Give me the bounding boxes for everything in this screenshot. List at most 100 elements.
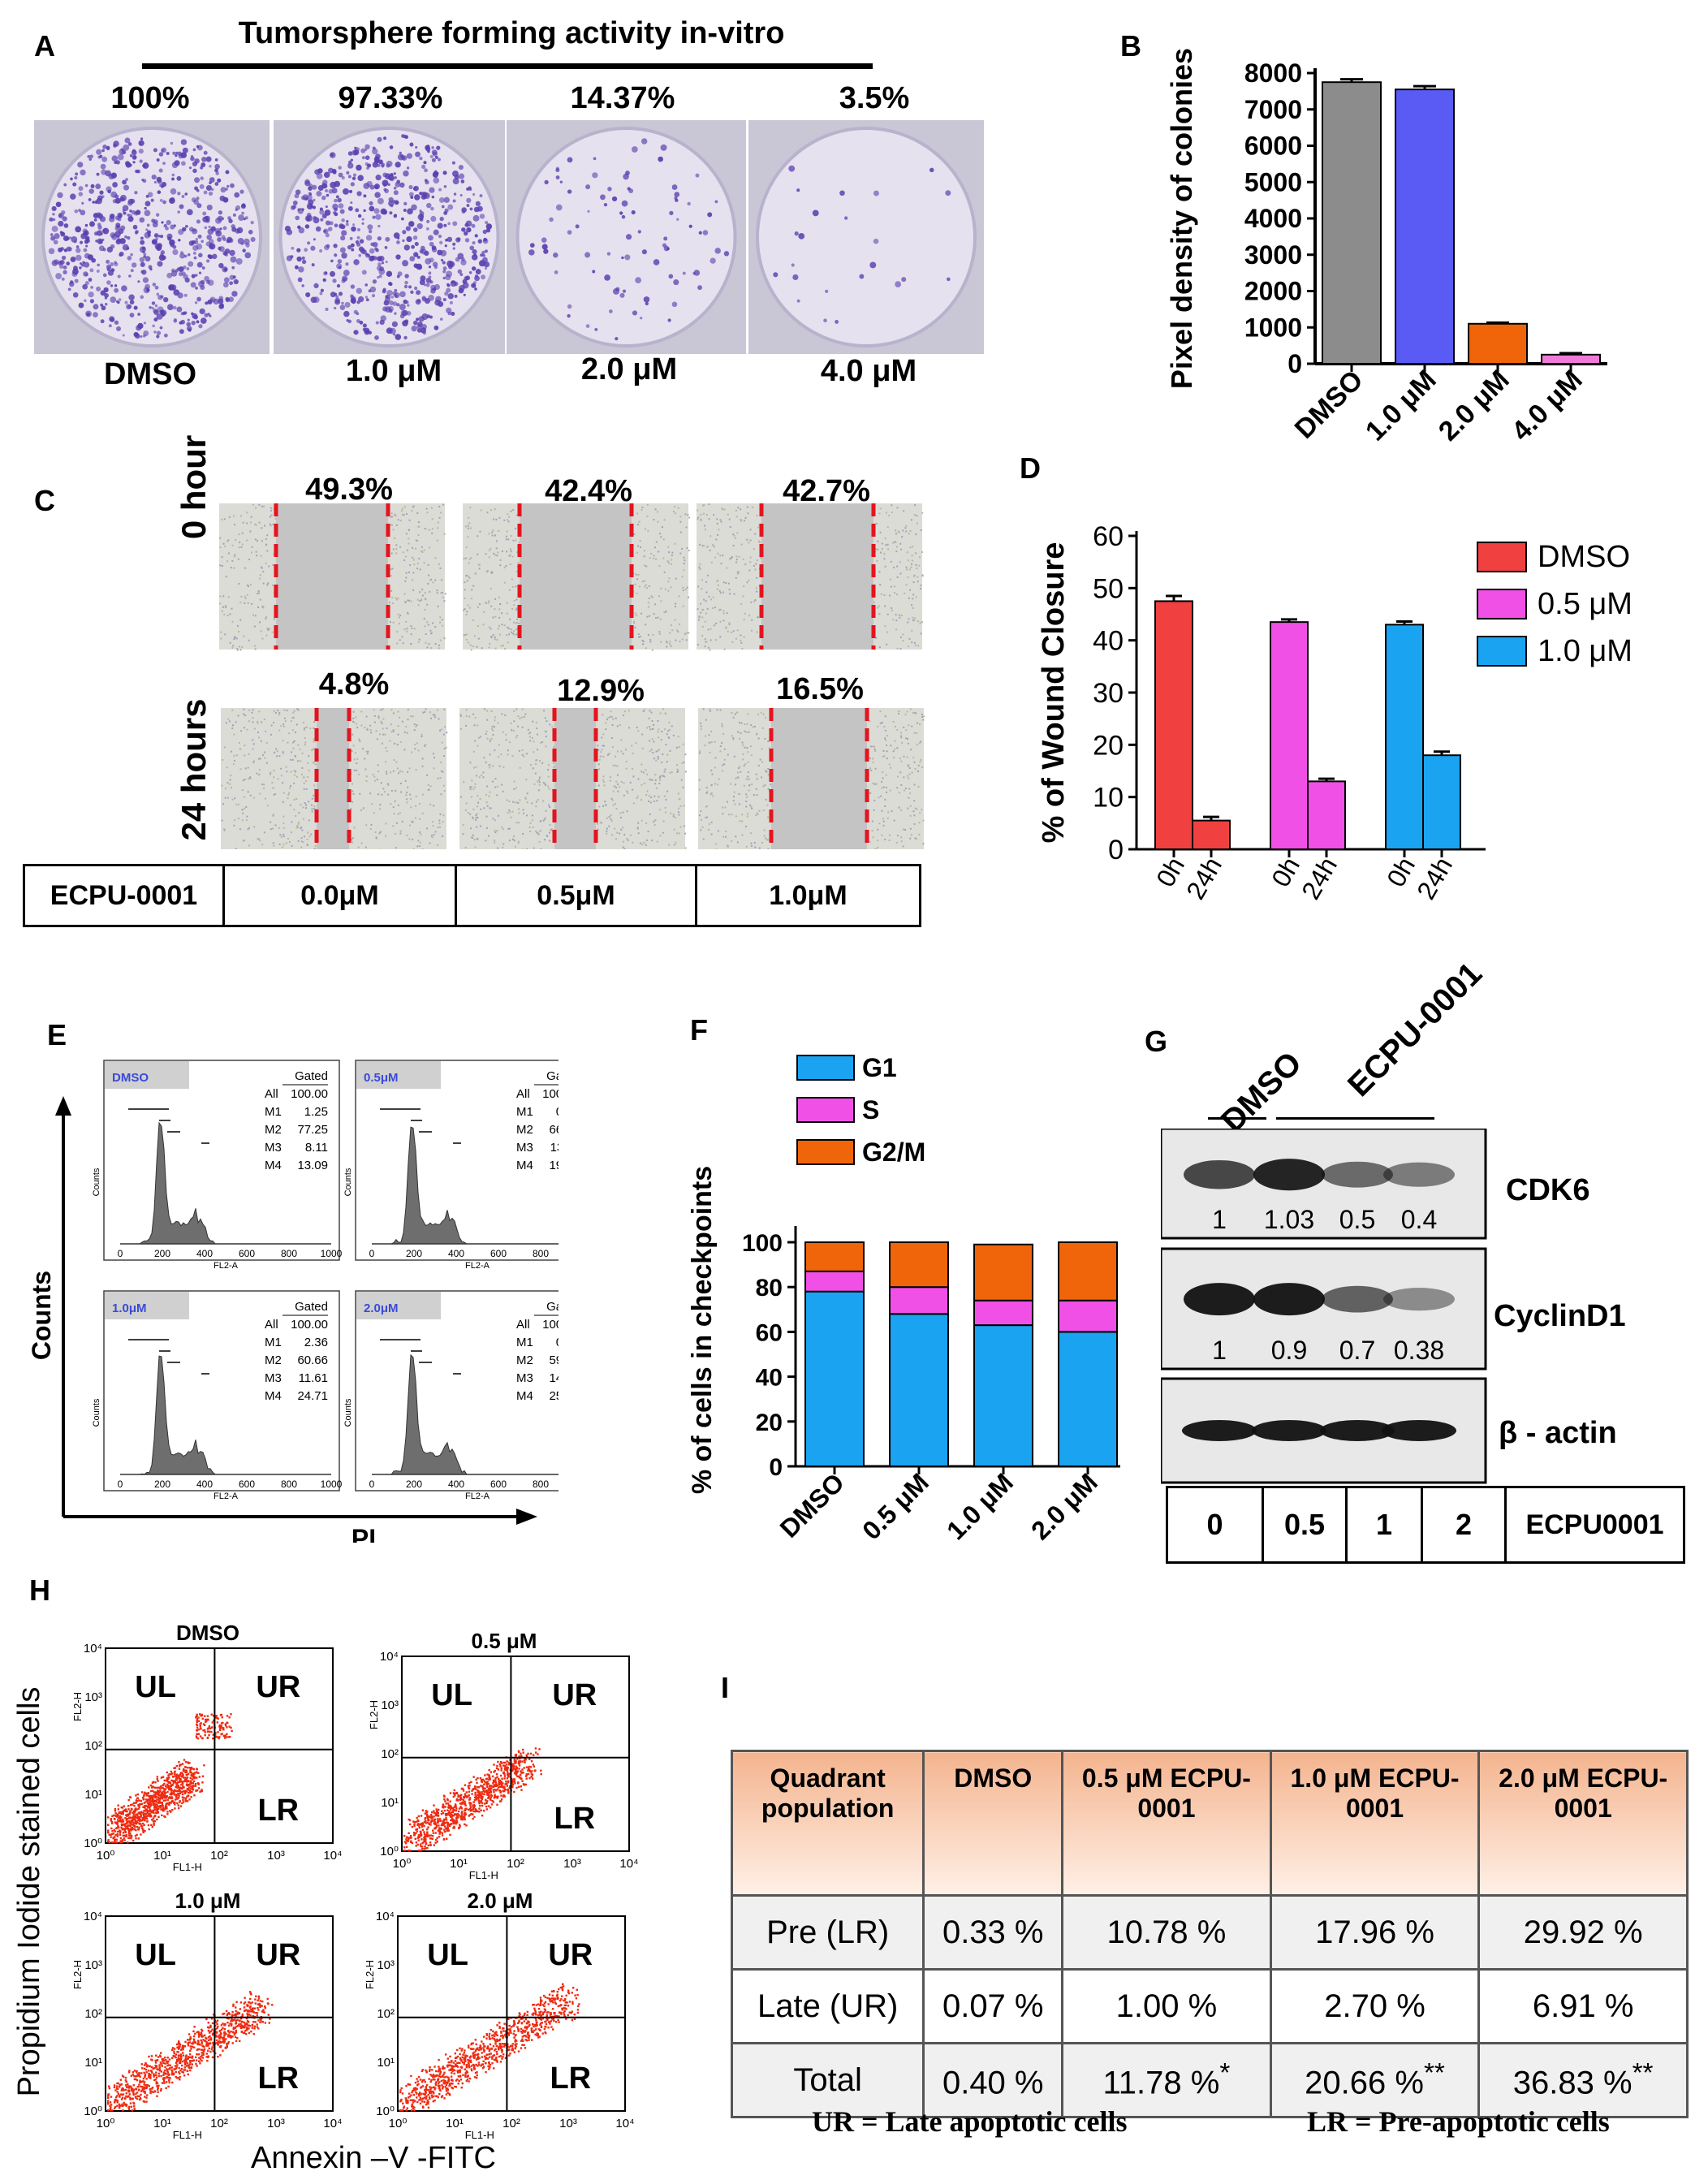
scatter-dot	[117, 1819, 119, 1821]
scatter-dot	[408, 2096, 412, 2098]
scatter-dot	[550, 2011, 552, 2014]
scatter-dot	[520, 1776, 522, 1779]
scatter-dot	[448, 2083, 451, 2085]
scatter-dot	[169, 1773, 172, 1776]
scatter-dot	[124, 2076, 127, 2079]
scatter-dot	[235, 2009, 237, 2013]
scatter-dot	[192, 1782, 195, 1785]
scatter-dot	[166, 1790, 169, 1794]
scatter-dot	[509, 2052, 511, 2055]
scatter-dot	[433, 2088, 436, 2091]
scatter-dot	[121, 1807, 124, 1809]
scatter-dot	[125, 1834, 128, 1837]
scatter-dot	[442, 1811, 445, 1815]
scatter-dot	[168, 2081, 170, 2084]
scatter-dot	[157, 1780, 159, 1782]
scatter-dot	[173, 1791, 175, 1794]
scatter-dot	[135, 1807, 137, 1810]
scatter-dot	[231, 2042, 234, 2044]
scatter-dot	[142, 1830, 144, 1832]
scatter-dot	[201, 1737, 204, 1739]
scatter-dot	[408, 1819, 412, 1822]
scatter-dot	[139, 2085, 141, 2088]
scatter-dot	[245, 2026, 248, 2029]
scatter-dot	[557, 1988, 560, 1991]
scatter-dot	[524, 2039, 527, 2041]
scatter-dot	[132, 1811, 136, 1814]
scatter-dot	[475, 2048, 477, 2051]
scatter-dot	[181, 1781, 184, 1784]
scatter-dot	[484, 1781, 486, 1784]
scatter-dot	[477, 2057, 480, 2061]
bar	[1395, 88, 1455, 365]
scatter-dot	[482, 2066, 485, 2068]
scatter-dot	[171, 2070, 174, 2073]
scatter-dot	[463, 2052, 466, 2054]
scatter-dot	[193, 2040, 196, 2044]
scatter-dot	[498, 2038, 502, 2041]
scatter-dot	[408, 1832, 410, 1834]
scatter-dot	[156, 2068, 158, 2070]
scatter-dot	[426, 1815, 429, 1817]
scatter-dot	[541, 2013, 544, 2016]
scatter-dot	[204, 1718, 207, 1721]
scatter-dot	[434, 1832, 437, 1834]
scatter-dot	[441, 1824, 443, 1826]
scatter-dot	[157, 1797, 161, 1800]
scatter-dot	[427, 2102, 429, 2105]
scatter-dot	[163, 1789, 166, 1792]
scatter-dot	[149, 1813, 151, 1815]
panel-label-e: E	[47, 1018, 67, 1051]
scatter-dot	[444, 2086, 446, 2088]
scatter-dot	[544, 2020, 546, 2023]
scatter-dot	[190, 2048, 192, 2050]
scatter-dot	[211, 2022, 214, 2025]
scatter-dot	[403, 1834, 406, 1837]
scatter-dot	[478, 2046, 481, 2049]
scatter-dot	[141, 2087, 144, 2090]
scatter-dot	[523, 2014, 526, 2017]
scatter-dot	[191, 2063, 193, 2066]
scatter-dot	[494, 2057, 498, 2061]
scatter-dot	[156, 1810, 159, 1812]
scatter-dot	[171, 1809, 174, 1811]
scatter-dot	[548, 1993, 551, 1996]
scatter-dot	[567, 2005, 570, 2007]
scatter-dot	[257, 2027, 260, 2030]
scatter-dot	[452, 2068, 455, 2071]
scatter-dot	[433, 2095, 435, 2097]
scatter-dot	[174, 1798, 177, 1801]
scatter-dot	[153, 1811, 155, 1815]
scatter-dot	[472, 1787, 475, 1790]
scatter-dot	[439, 2075, 442, 2079]
scatter-dot	[184, 1792, 187, 1794]
scatter-dot	[239, 2027, 243, 2030]
scatter-dot	[211, 2028, 214, 2031]
scatter-dot	[169, 1793, 171, 1796]
scatter-dot	[521, 1768, 524, 1771]
scatter-dot	[465, 2065, 468, 2067]
scatter-dot	[199, 1723, 201, 1725]
scatter-dot	[498, 1780, 502, 1782]
scatter-dot	[420, 1833, 422, 1837]
scatter-dot	[524, 2018, 528, 2021]
table-cell-value: 0.40 %	[942, 2065, 1044, 2101]
scatter-dot	[408, 1818, 410, 1821]
scatter-dot	[156, 1811, 158, 1815]
scatter-dot	[144, 1816, 147, 1820]
scatter-dot	[436, 1837, 438, 1839]
scatter-dot	[435, 2095, 438, 2097]
scatter-dot	[122, 1820, 125, 1823]
scatter-dot	[464, 1795, 466, 1798]
scatter-dot	[243, 2006, 246, 2009]
scatter-dot	[129, 1796, 132, 1798]
scatter-dot	[109, 2104, 111, 2107]
scatter-dot	[477, 2053, 480, 2056]
scatter-dot	[179, 1779, 181, 1781]
scatter-dot	[508, 2024, 511, 2027]
scatter-dot	[450, 2075, 453, 2078]
scatter-dot	[179, 1805, 182, 1807]
scatter-dot	[174, 1770, 176, 1773]
scatter-dot	[235, 2001, 238, 2003]
y-tick-label: 20	[756, 1409, 783, 1436]
